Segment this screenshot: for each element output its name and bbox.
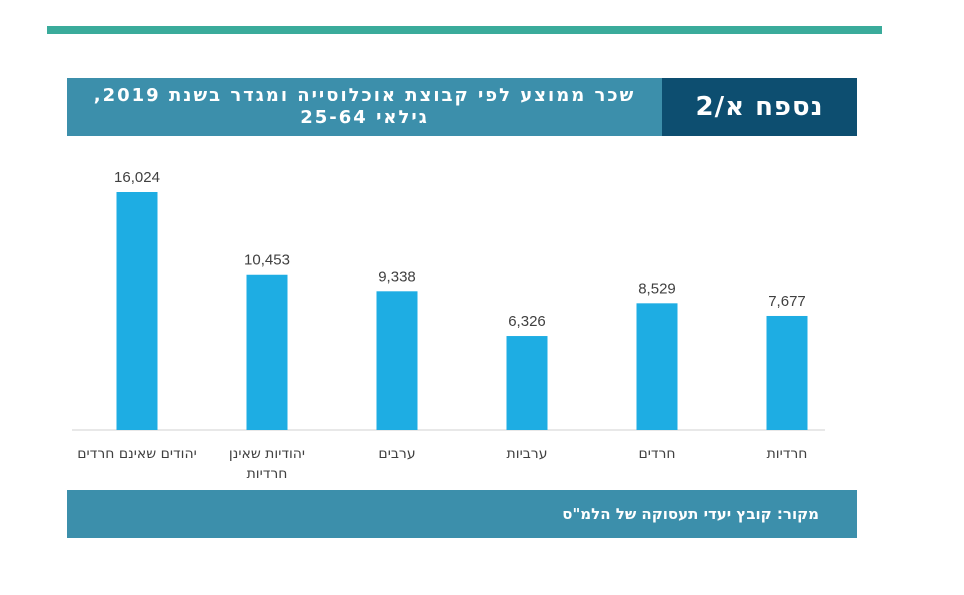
- data-label: 6,326: [508, 313, 546, 330]
- source-bar: מקור: קובץ יעדי תעסוקה של הלמ"ס: [67, 490, 857, 538]
- category-label: חרדיות: [247, 466, 288, 482]
- category-label: יהודיות שאינן: [229, 446, 305, 462]
- appendix-label: נספח א/2: [695, 92, 824, 122]
- data-label: 8,529: [638, 280, 676, 297]
- bar: [766, 315, 808, 430]
- chart-title: שכר ממוצע לפי קבוצת אוכלוסייה ומגדר בשנת…: [93, 85, 636, 128]
- bar: [636, 303, 678, 430]
- bar: [506, 336, 548, 430]
- category-label: יהודים שאינם חרדים: [77, 446, 196, 462]
- data-label: 9,338: [378, 268, 416, 285]
- data-label: 10,453: [244, 252, 290, 269]
- data-label: 7,677: [768, 293, 806, 310]
- chart-title-bar: שכר ממוצע לפי קבוצת אוכלוסייה ומגדר בשנת…: [67, 78, 662, 136]
- data-label: 16,024: [114, 169, 160, 186]
- category-label: חרדים: [638, 446, 675, 462]
- bar: [116, 192, 158, 430]
- bar: [246, 274, 288, 430]
- source-text: מקור: קובץ יעדי תעסוקה של הלמ"ס: [562, 505, 819, 523]
- bar: [376, 291, 418, 430]
- category-label: ערביות: [507, 446, 548, 462]
- appendix-tag: נספח א/2: [662, 78, 857, 136]
- top-accent-rule: [47, 26, 882, 34]
- category-label: חרדיות: [767, 446, 808, 462]
- category-label: ערבים: [378, 446, 415, 462]
